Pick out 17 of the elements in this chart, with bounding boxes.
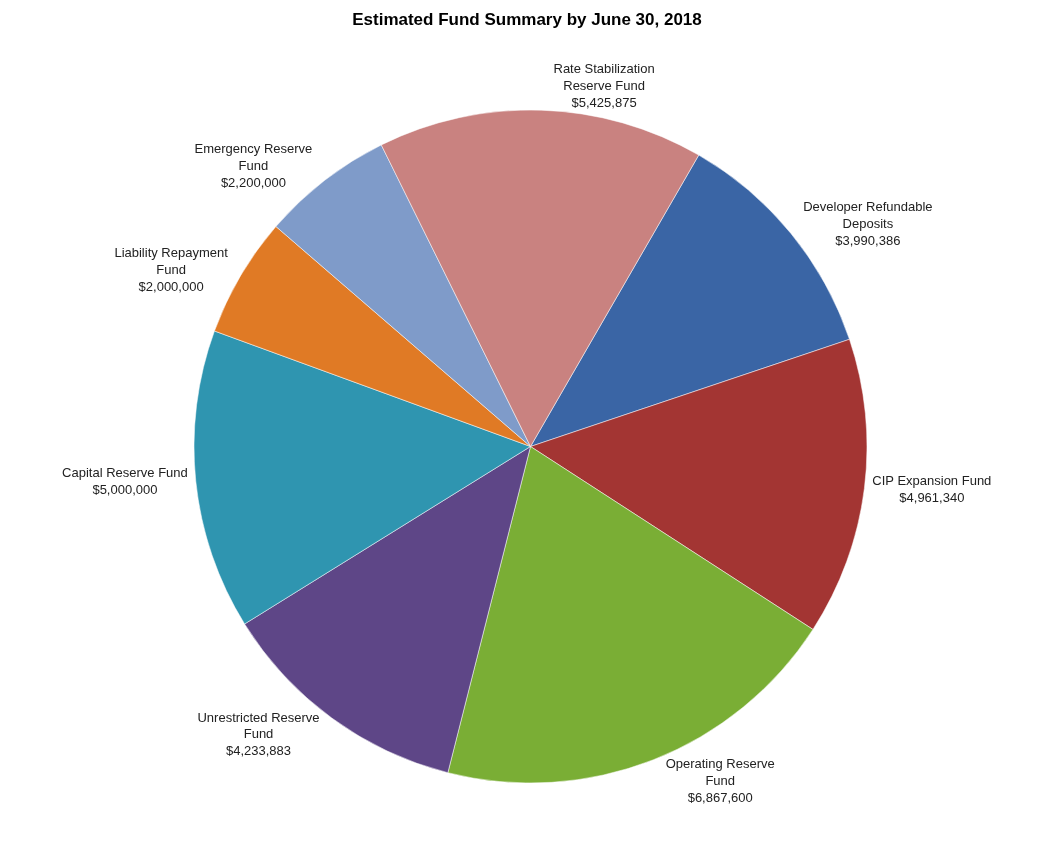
- slice-label: Developer Refundable Deposits: [803, 199, 933, 232]
- slice-label: Operating Reserve Fund: [665, 756, 775, 789]
- data-label: $2,200,000: [220, 174, 286, 190]
- slice-label: CIP Expansion Fund: [872, 472, 992, 488]
- slice-label: Emergency Reserve Fund: [194, 140, 313, 173]
- data-label: $6,867,600: [687, 790, 753, 806]
- data-label: $5,000,000: [92, 482, 158, 498]
- slice-label: Liability Repayment Fund: [114, 245, 229, 278]
- data-label: $5,425,875: [571, 95, 637, 111]
- slice-label: Capital Reserve Fund: [62, 465, 188, 481]
- slice-label: Rate Stabilization Reserve Fund: [553, 61, 655, 94]
- data-label: $2,000,000: [138, 279, 204, 295]
- data-label: $4,233,883: [225, 743, 292, 759]
- slice-label: Unrestricted Reserve Fund: [197, 709, 320, 742]
- data-label: $3,990,386: [835, 233, 901, 249]
- chart-title: Estimated Fund Summary by June 30, 2018: [352, 9, 702, 29]
- data-label: $4,961,340: [899, 489, 965, 505]
